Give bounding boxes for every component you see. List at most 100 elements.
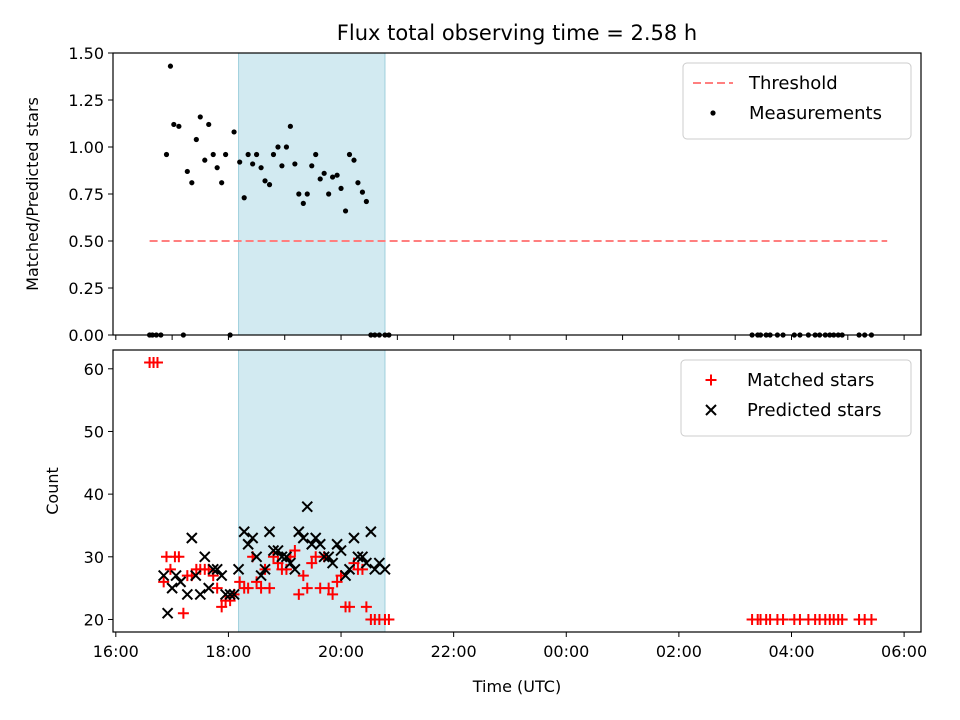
data-point — [184, 168, 190, 175]
y-tick-label: 0.25 — [68, 279, 104, 298]
data-point — [334, 172, 340, 178]
predicted-point — [297, 532, 310, 544]
y-tick-label: 30 — [84, 548, 104, 567]
legend-label: Threshold — [748, 73, 838, 94]
y-tick-label: 1.50 — [68, 44, 104, 63]
predicted-point — [379, 563, 391, 576]
chart-title: Flux total observing time = 2.58 h — [337, 21, 697, 45]
legend-marker — [710, 110, 716, 116]
data-point — [197, 114, 203, 120]
predicted-point — [186, 532, 198, 544]
x-tick-label: 06:00 — [881, 642, 927, 661]
predicted-point — [219, 588, 232, 601]
data-point — [355, 180, 361, 186]
data-point — [262, 178, 268, 184]
y-tick-label: 1.25 — [68, 91, 104, 110]
data-point — [359, 189, 366, 195]
data-point — [329, 174, 336, 180]
x-tick-label: 16:00 — [93, 642, 139, 661]
predicted-point — [369, 563, 381, 576]
data-point — [317, 176, 323, 182]
y-tick-label: 60 — [84, 360, 104, 379]
data-point — [214, 165, 220, 171]
legend: Matched stars Predicted stars — [680, 359, 912, 437]
predicted-point — [326, 557, 339, 569]
x-tick-label: 20:00 — [318, 642, 364, 661]
data-point — [223, 151, 229, 158]
y-axis-label: Count — [43, 467, 62, 515]
matched-point — [293, 588, 305, 600]
data-point — [321, 170, 327, 176]
predicted-point — [224, 588, 236, 601]
data-point — [346, 151, 353, 158]
predicted-point — [190, 569, 202, 582]
matched-point — [158, 576, 170, 588]
matched-point — [164, 563, 176, 575]
y-tick-label: 0.00 — [68, 326, 104, 345]
data-point — [231, 129, 237, 135]
legend-label: Matched stars — [747, 370, 874, 391]
data-point — [202, 157, 208, 163]
matched-point — [216, 601, 228, 613]
predicted-point — [259, 563, 271, 576]
predicted-point — [306, 538, 318, 550]
data-point — [176, 123, 182, 129]
predicted-point — [166, 582, 178, 594]
predicted-point — [215, 569, 228, 582]
data-point — [326, 191, 332, 197]
predicted-point — [284, 557, 297, 569]
predicted-point — [289, 563, 301, 576]
predicted-point — [343, 563, 356, 576]
matched-point — [331, 576, 343, 588]
y-tick-label: 0.50 — [68, 232, 104, 251]
predicted-point — [194, 588, 206, 601]
x-tick-label: 18:00 — [205, 642, 251, 661]
matched-point — [177, 607, 189, 619]
series-measurements — [146, 63, 875, 338]
predicted-point — [276, 551, 288, 563]
predicted-point — [272, 544, 284, 557]
matched-point — [301, 582, 313, 594]
data-point — [237, 159, 243, 165]
y-axis-label: Matched/Predicted stars — [23, 97, 42, 291]
predicted-point — [232, 563, 245, 576]
predicted-point — [348, 532, 360, 544]
data-point — [292, 161, 298, 167]
matched-point — [211, 582, 223, 594]
predicted-point — [267, 544, 280, 557]
matched-point — [323, 582, 335, 594]
data-point — [210, 151, 216, 158]
matched-point — [343, 601, 355, 613]
x-tick-label: 22:00 — [431, 642, 477, 661]
predicted-point — [228, 588, 240, 601]
matched-point — [306, 557, 318, 569]
predicted-point — [331, 538, 343, 550]
legend-label: Predicted stars — [747, 400, 881, 421]
legend-box — [680, 359, 912, 437]
x-tick-label: 00:00 — [543, 642, 589, 661]
x-tick-label: 02:00 — [656, 642, 702, 661]
matched-point — [251, 576, 263, 588]
data-point — [287, 123, 293, 129]
predicted-point — [250, 551, 263, 563]
matched-point — [264, 582, 276, 594]
data-point — [219, 180, 225, 186]
predicted-point — [280, 551, 293, 563]
predicted-point — [181, 588, 194, 601]
matched-point — [327, 588, 339, 600]
matched-point — [777, 613, 789, 625]
y-tick-label: 1.00 — [68, 138, 104, 157]
predicted-point — [263, 526, 276, 538]
predicted-point — [352, 551, 364, 563]
data-point — [206, 121, 212, 128]
y-tick-label: 50 — [84, 422, 104, 441]
predicted-point — [293, 526, 305, 538]
data-point — [193, 136, 199, 143]
y-tick-label: 0.75 — [68, 185, 104, 204]
observing-span — [238, 52, 386, 336]
data-point — [309, 163, 315, 169]
predicted-point — [356, 551, 369, 563]
observing-span — [238, 349, 386, 633]
data-point — [351, 157, 357, 163]
matched-point — [242, 582, 254, 594]
